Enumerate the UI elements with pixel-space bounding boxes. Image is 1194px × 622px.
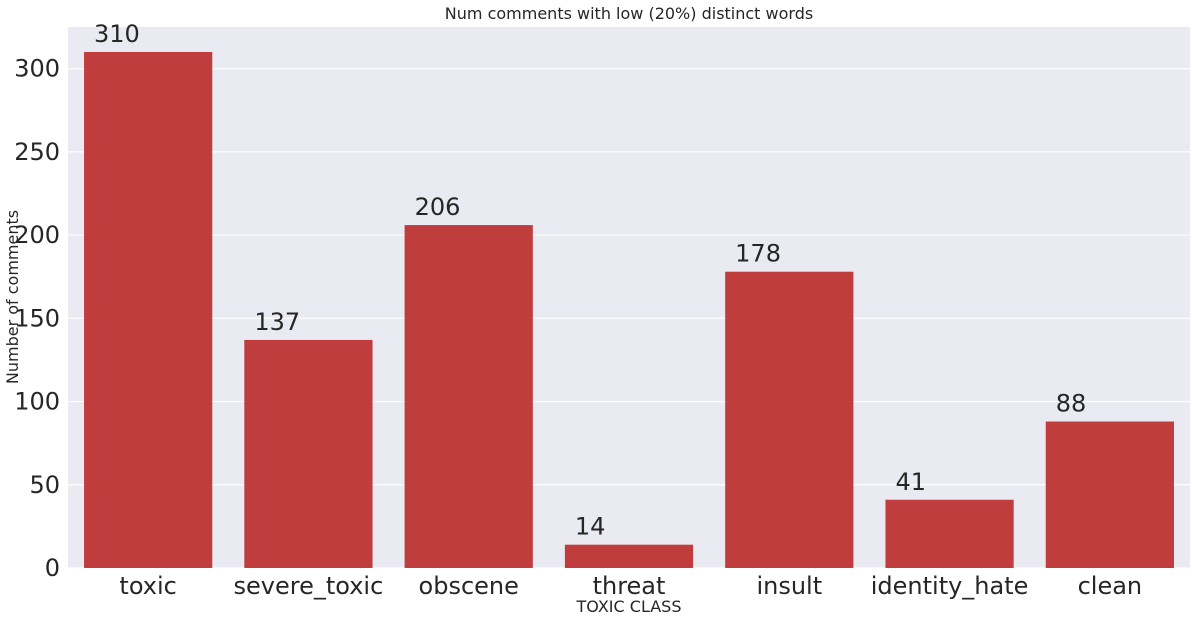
data-label-obscene: 206 <box>415 193 461 221</box>
y-axis-title: Number of comments <box>3 210 22 384</box>
bar-toxic <box>84 51 213 568</box>
x-tick-label-identity_hate: identity_hate <box>871 572 1029 600</box>
bar-threat <box>564 544 694 568</box>
bar-severe_toxic <box>244 339 373 568</box>
bars <box>84 51 1174 568</box>
x-tick-label-severe_toxic: severe_toxic <box>234 572 384 600</box>
bar-identity_hate <box>885 499 1014 568</box>
x-tick-label-clean: clean <box>1078 572 1143 600</box>
y-tick-label: 50 <box>29 471 60 499</box>
chart-title: Num comments with low (20%) distinct wor… <box>445 4 813 23</box>
x-axis: toxic severe_toxic obscene threat insult iden… <box>119 572 1142 600</box>
bar-insult <box>725 271 854 568</box>
data-label-severe_toxic: 137 <box>254 308 300 336</box>
x-tick-label-insult: insult <box>756 572 822 600</box>
y-tick-label: 150 <box>14 304 60 332</box>
data-label-identity_hate: 41 <box>895 468 926 496</box>
y-tick-label: 300 <box>14 55 60 83</box>
y-tick-label: 200 <box>14 221 60 249</box>
x-tick-label-threat: threat <box>593 572 666 600</box>
x-axis-title: TOXIC CLASS <box>576 597 682 616</box>
y-tick-label: 100 <box>14 388 60 416</box>
bar-obscene <box>404 225 533 568</box>
x-tick-label-toxic: toxic <box>119 572 176 600</box>
data-label-insult: 178 <box>735 240 781 268</box>
data-label-clean: 88 <box>1056 390 1087 418</box>
data-label-toxic: 310 <box>94 20 140 48</box>
bar-clean <box>1045 421 1174 568</box>
data-labels: 310 137 206 14 178 41 88 <box>94 20 1086 541</box>
y-axis: 0 50 100 150 200 250 300 <box>14 55 60 582</box>
data-label-threat: 14 <box>575 513 606 541</box>
plot-area <box>68 27 1190 568</box>
x-tick-label-obscene: obscene <box>419 572 519 600</box>
y-tick-label: 0 <box>45 554 60 582</box>
y-tick-label: 250 <box>14 138 60 166</box>
